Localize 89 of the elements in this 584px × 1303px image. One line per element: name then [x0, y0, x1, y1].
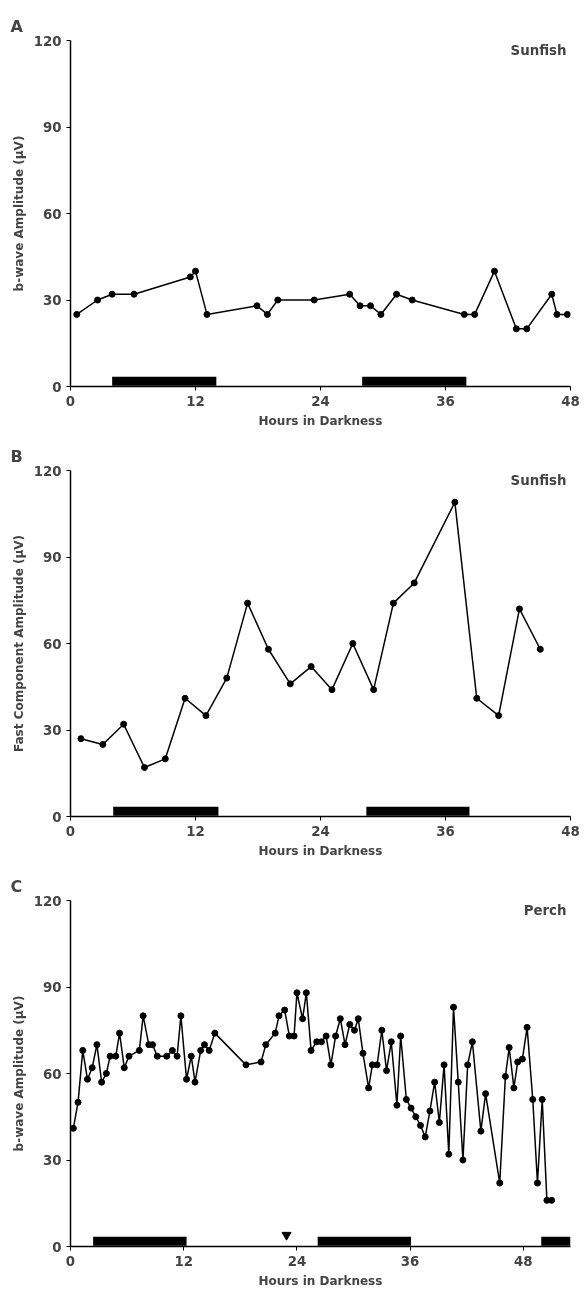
point	[263, 310, 271, 318]
x-tick-label: 0	[65, 1253, 76, 1269]
point	[410, 579, 418, 587]
annotation: Perch	[523, 902, 567, 918]
point	[253, 302, 261, 310]
point	[512, 325, 520, 333]
point	[471, 310, 479, 318]
point	[120, 720, 128, 728]
point	[286, 680, 294, 688]
y-tick-label: 60	[42, 1066, 62, 1082]
point	[490, 267, 498, 275]
point	[307, 663, 315, 671]
y-tick-label: 0	[52, 809, 62, 825]
point	[495, 712, 503, 720]
point	[140, 763, 148, 771]
y-axis-title: b-wave Amplitude (μV)	[11, 135, 26, 292]
point	[94, 296, 102, 304]
y-tick-label: 120	[33, 33, 62, 49]
point	[389, 599, 397, 607]
y-tick-label: 90	[42, 550, 62, 565]
point	[73, 310, 81, 318]
y-tick-label: 90	[42, 120, 62, 135]
point	[328, 686, 336, 694]
point	[377, 310, 385, 318]
y-axis-title: Fast Component Amplitude (μV)	[11, 534, 26, 753]
point	[536, 645, 544, 653]
point	[203, 310, 211, 318]
x-tick-label: 24	[287, 1253, 307, 1269]
point	[77, 735, 85, 743]
point	[393, 290, 401, 298]
point	[356, 302, 364, 310]
y-tick-label: 30	[42, 293, 62, 308]
point	[264, 645, 272, 653]
point	[274, 296, 282, 304]
point	[473, 694, 481, 702]
point	[130, 290, 138, 298]
point	[349, 640, 357, 647]
x-tick-label: 24	[311, 823, 330, 839]
annotation: Sunfish	[510, 42, 567, 58]
point	[451, 498, 459, 506]
point	[108, 290, 116, 298]
point	[563, 310, 571, 318]
point	[186, 273, 194, 281]
y-axis-title: b-wave Amplitude (μV)	[11, 995, 26, 1152]
point	[346, 290, 354, 298]
x-axis-title: Hours in Darkness	[258, 413, 383, 428]
x-tick-label: 48	[561, 393, 580, 409]
chart-title: B	[10, 446, 23, 466]
point	[408, 296, 416, 304]
point	[523, 325, 531, 333]
point	[370, 686, 378, 694]
point	[99, 740, 107, 748]
x-tick-label: 12	[186, 393, 205, 409]
x-tick-label: 48	[514, 1253, 533, 1269]
point	[223, 674, 231, 682]
y-tick-label: 90	[42, 980, 62, 995]
point	[548, 290, 556, 298]
point	[310, 296, 318, 304]
point	[367, 302, 374, 310]
x-tick-label: 36	[436, 393, 455, 409]
point	[244, 599, 252, 607]
x-tick-label: 0	[65, 823, 76, 839]
x-tick-label: 36	[400, 1253, 420, 1269]
point	[460, 310, 468, 318]
x-axis-title: Hours in Darkness	[258, 843, 383, 858]
annotation: Sunfish	[510, 472, 567, 488]
x-axis-title: Hours in Darkness	[258, 1273, 383, 1288]
x-tick-label: 0	[65, 393, 76, 409]
chart-title: A	[10, 16, 24, 36]
point	[515, 605, 523, 613]
chart-title: C	[10, 876, 23, 896]
point	[202, 712, 210, 720]
point	[161, 755, 169, 763]
x-tick-label: 48	[561, 823, 580, 839]
y-tick-label: 60	[42, 636, 62, 652]
point	[192, 267, 199, 275]
y-tick-label: 0	[52, 1239, 62, 1255]
x-tick-label: 12	[174, 1253, 193, 1269]
y-tick-label: 30	[42, 1153, 62, 1168]
y-tick-label: 120	[33, 463, 62, 479]
y-tick-label: 30	[42, 723, 62, 738]
y-tick-label: 0	[52, 379, 62, 395]
y-tick-label: 60	[42, 206, 62, 222]
point	[181, 694, 189, 702]
x-tick-label: 12	[186, 823, 205, 839]
y-tick-label: 120	[33, 893, 62, 909]
x-tick-label: 24	[311, 393, 330, 409]
point	[553, 310, 561, 318]
x-tick-label: 36	[436, 823, 455, 839]
